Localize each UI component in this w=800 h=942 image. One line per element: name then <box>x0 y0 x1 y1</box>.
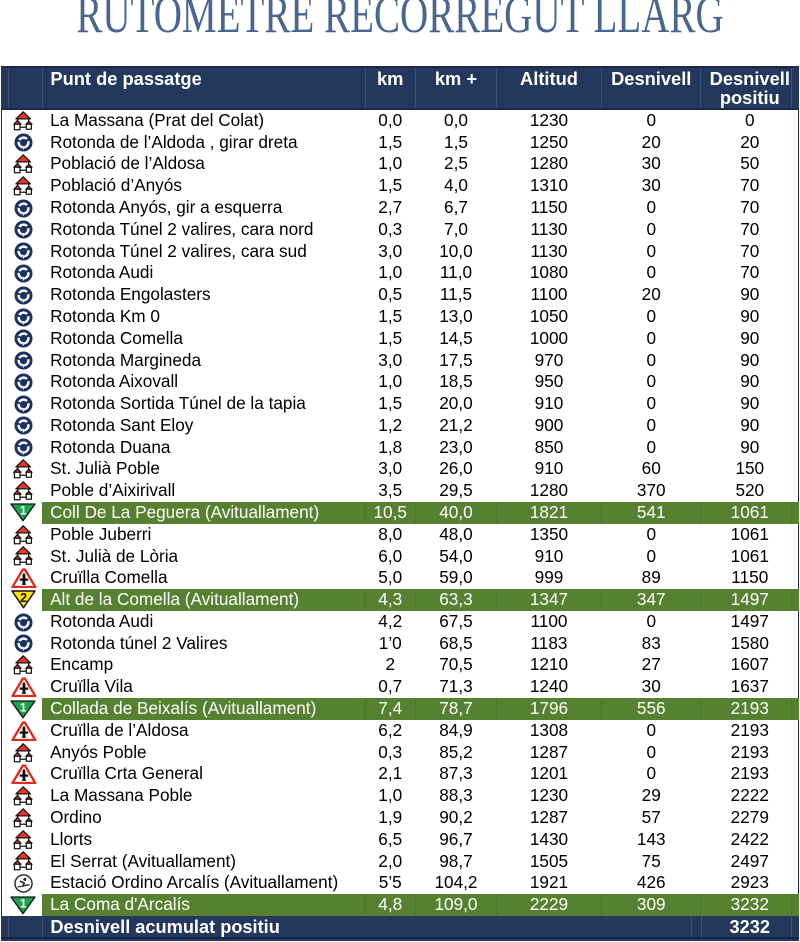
svg-text:2: 2 <box>20 591 27 605</box>
svg-text:1: 1 <box>20 700 27 714</box>
svg-text:1: 1 <box>20 896 27 910</box>
svg-text:1: 1 <box>20 504 27 518</box>
